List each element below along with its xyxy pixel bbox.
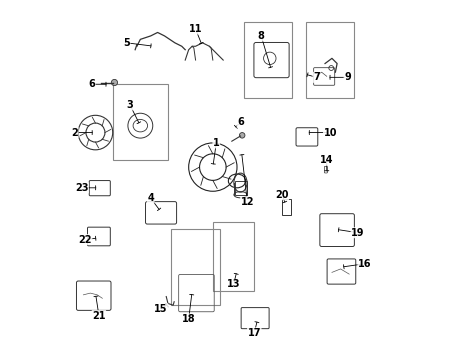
Text: 20: 20	[275, 190, 289, 200]
Text: 2: 2	[72, 128, 78, 137]
Text: 6: 6	[237, 117, 244, 127]
Text: 14: 14	[320, 155, 334, 165]
Text: 18: 18	[182, 314, 195, 324]
Text: 13: 13	[227, 279, 240, 290]
Text: 22: 22	[78, 235, 92, 245]
Bar	[306, 22, 355, 98]
Text: 4: 4	[147, 193, 154, 203]
Text: 21: 21	[92, 310, 106, 321]
Text: 8: 8	[258, 31, 264, 41]
Bar	[282, 199, 291, 215]
Bar	[213, 222, 254, 291]
Text: 15: 15	[155, 304, 168, 314]
Circle shape	[111, 79, 118, 86]
Text: 23: 23	[75, 183, 88, 193]
Text: 10: 10	[323, 128, 337, 137]
Bar	[244, 22, 292, 98]
Text: 3: 3	[127, 100, 133, 110]
Text: 17: 17	[247, 328, 261, 338]
Text: 11: 11	[189, 24, 202, 34]
Text: 19: 19	[351, 228, 365, 238]
Text: 16: 16	[358, 259, 372, 269]
Text: 1: 1	[213, 138, 219, 148]
Bar	[172, 229, 220, 305]
Text: 7: 7	[313, 72, 320, 82]
Text: 9: 9	[344, 72, 351, 82]
Bar	[235, 181, 247, 195]
Text: 5: 5	[123, 38, 130, 48]
Text: 12: 12	[241, 197, 254, 207]
Circle shape	[239, 133, 245, 138]
Bar	[113, 84, 168, 160]
Text: 6: 6	[89, 79, 95, 89]
